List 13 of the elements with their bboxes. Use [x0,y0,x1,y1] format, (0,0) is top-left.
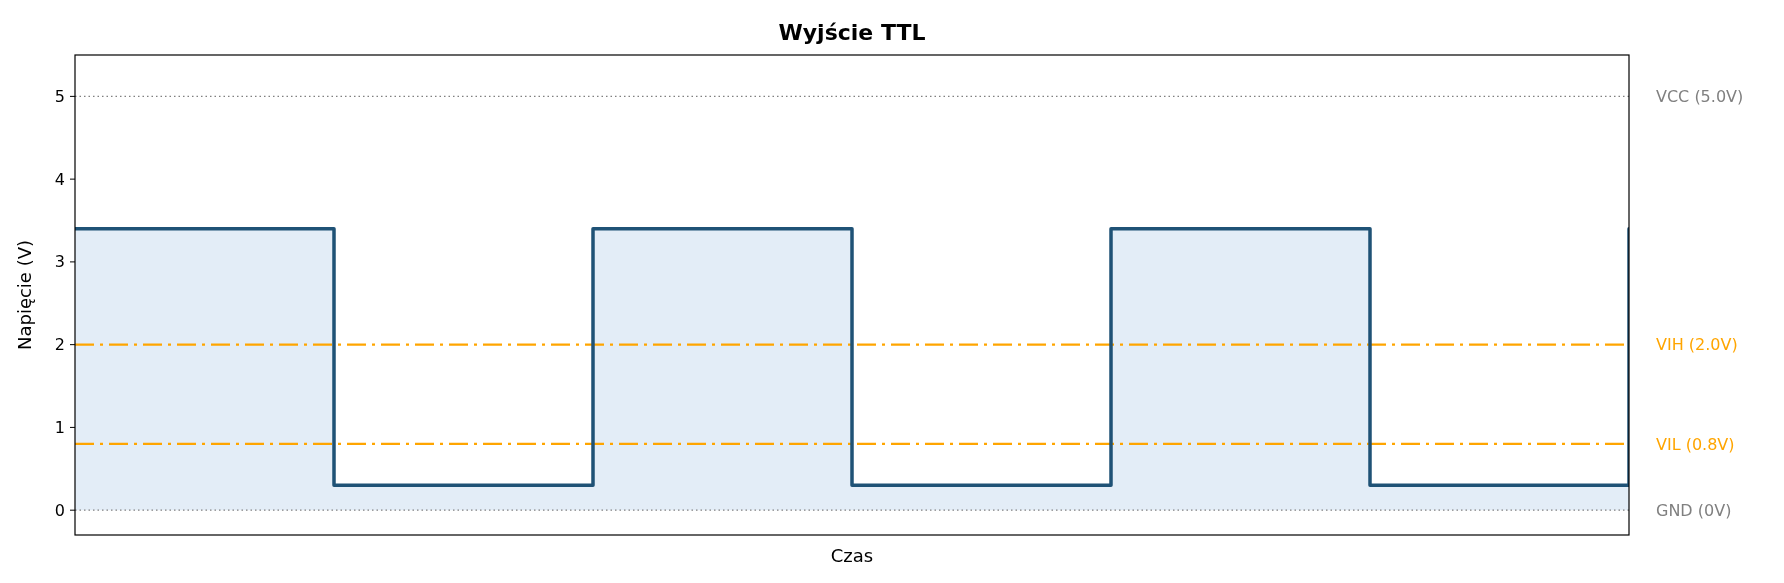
y-tick-label: 2 [54,335,65,355]
y-axis-title: Napięcie (V) [14,239,35,351]
y-tick-label: 4 [54,169,65,189]
ref-line-label: VIL (0.8V) [1656,434,1735,454]
y-tick-label: 5 [54,86,65,106]
x-axis-title: Czas [830,545,874,566]
ref-line-label: VIH (2.0V) [1656,335,1738,355]
ref-line-label: GND (0V) [1656,500,1732,520]
ref-line-label: VCC (5.0V) [1656,86,1744,106]
y-tick-label: 1 [54,418,65,438]
y-tick-label: 3 [54,252,65,272]
y-tick-label: 0 [54,500,65,520]
chart-title: Wyjście TTL [778,20,926,45]
